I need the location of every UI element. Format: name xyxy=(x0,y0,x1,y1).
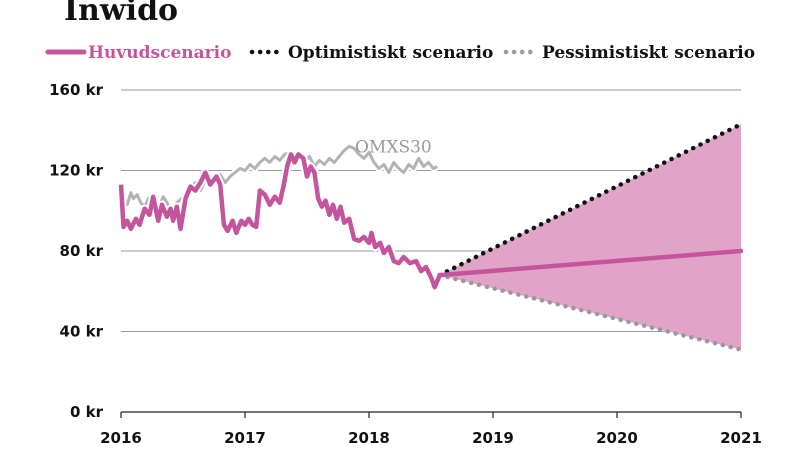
series-huvudscenario-projection xyxy=(437,248,744,278)
series xyxy=(116,121,744,352)
x-tick-label: 2016 xyxy=(100,429,142,447)
y-tick-label: 80 kr xyxy=(60,242,104,260)
y-tick-label: 0 kr xyxy=(70,403,104,421)
annotations: OMXS30 xyxy=(355,137,432,157)
x-tick-label: 2019 xyxy=(472,429,514,447)
scenario-band-area xyxy=(439,124,741,350)
x-tick-label: 2017 xyxy=(224,429,266,447)
series-huvudscenario-history xyxy=(118,152,442,290)
series-pessimistiskt xyxy=(437,272,744,352)
series-omxs30 xyxy=(119,144,438,215)
y-tick-label: 40 kr xyxy=(60,323,104,341)
legend: Huvudscenario Optimistiskt scenario Pess… xyxy=(45,43,755,63)
x-tick-label: 2018 xyxy=(348,429,390,447)
axes: 0 kr 40 kr 80 kr 120 kr 160 kr 2016 2017 2018 20… xyxy=(49,81,762,447)
legend-label-main: Huvudscenario xyxy=(88,43,231,63)
y-tick-label: 160 kr xyxy=(49,81,104,99)
legend-label-optimistic: Optimistiskt scenario xyxy=(288,43,493,63)
x-tick-label: 2020 xyxy=(596,429,638,447)
chart-title: Inwido xyxy=(64,0,178,28)
annotation-omxs30: OMXS30 xyxy=(355,137,432,157)
y-tick-label: 120 kr xyxy=(49,162,104,180)
series-optimistiskt xyxy=(437,121,744,278)
x-tick-label: 2021 xyxy=(720,429,762,447)
scenario-band xyxy=(439,124,741,350)
series-huvudscenario-history-halo xyxy=(116,150,444,292)
legend-label-pessimistic: Pessimistiskt scenario xyxy=(542,43,755,63)
